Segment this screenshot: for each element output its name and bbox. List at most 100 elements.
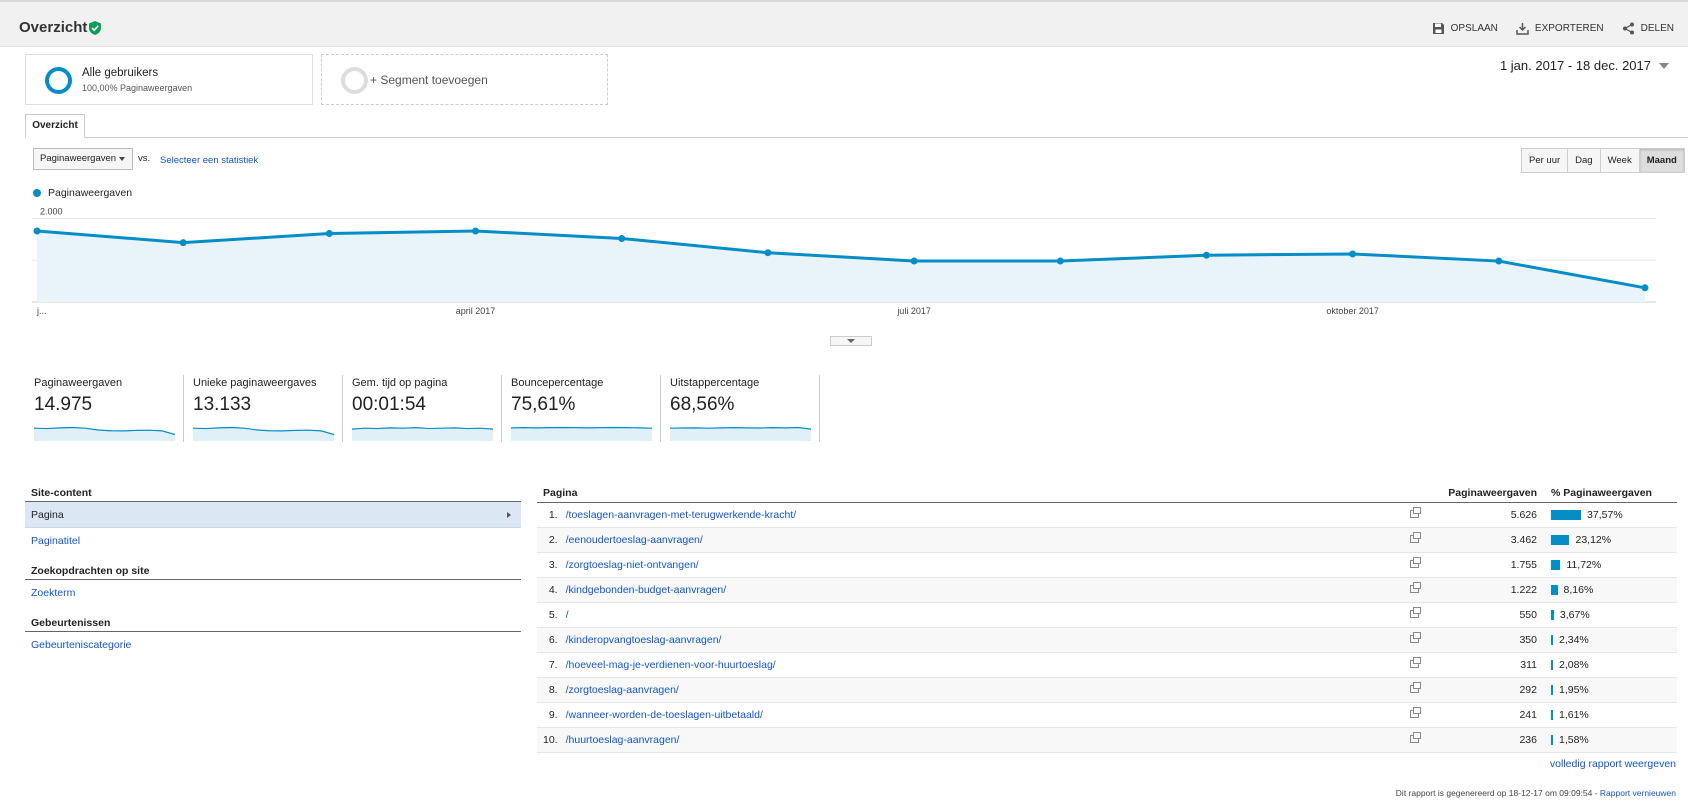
metric-card[interactable]: Gem. tijd op pagina 00:01:54 xyxy=(343,375,502,442)
table-body: 1./toeslagen-aanvragen-met-terugwerkende… xyxy=(537,502,1677,753)
row-rank: 3. xyxy=(537,552,560,578)
export-icon xyxy=(1516,23,1529,35)
nav-item-search-term[interactable]: Zoekterm xyxy=(31,587,76,599)
nav-item-page[interactable]: Pagina xyxy=(25,502,521,528)
row-pct: 2,08% xyxy=(1559,658,1589,671)
row-pct-cell: 8,16% xyxy=(1545,577,1677,603)
period-hour-button[interactable]: Per uur xyxy=(1529,155,1561,166)
tab-overview[interactable]: Overzicht xyxy=(25,114,85,138)
pct-bar xyxy=(1551,734,1553,745)
col-header-spacer xyxy=(1404,484,1425,503)
segment-all-users[interactable]: Alle gebruikers 100,00% Paginaweergaven xyxy=(25,54,313,105)
row-pct: 2,34% xyxy=(1559,633,1589,646)
row-page-link[interactable]: /zorgtoeslag-aanvragen/ xyxy=(559,677,1404,703)
site-search-heading: Zoekopdrachten op site xyxy=(25,562,521,580)
table-row: 8./zorgtoeslag-aanvragen/292 1,95% xyxy=(537,677,1677,703)
row-rank: 6. xyxy=(537,627,560,653)
vs-label: vs. xyxy=(138,153,151,164)
row-page-link[interactable]: /huurtoeslag-aanvragen/ xyxy=(559,727,1404,753)
sparkline-line xyxy=(670,426,811,430)
pct-bar xyxy=(1551,634,1553,645)
row-rank: 8. xyxy=(537,677,560,703)
row-pct: 37,57% xyxy=(1587,508,1623,521)
table-row: 4./kindgebonden-budget-aanvragen/1.222 8,… xyxy=(537,577,1677,603)
row-page-link[interactable]: /hoeveel-mag-je-verdienen-voor-huurtoesl… xyxy=(559,652,1404,678)
metric-card[interactable]: Paginaweergaven 14.975 xyxy=(25,375,184,442)
export-button[interactable]: EXPORTEREN xyxy=(1516,22,1604,35)
row-page-link[interactable]: / xyxy=(559,602,1404,628)
metric-label: Unieke paginaweergaves xyxy=(193,377,317,389)
select-metric-link[interactable]: Selecteer een statistiek xyxy=(160,155,259,166)
share-button[interactable]: DELEN xyxy=(1622,22,1674,35)
metric-dropdown[interactable]: Paginaweergaven xyxy=(33,148,133,170)
row-copy-button[interactable] xyxy=(1404,527,1425,553)
sparkline-line xyxy=(352,427,493,430)
series-line xyxy=(36,229,1646,290)
sparkline-line xyxy=(193,426,334,436)
row-copy-button[interactable] xyxy=(1404,727,1425,753)
sparkline-area xyxy=(352,427,493,441)
metric-card[interactable]: Unieke paginaweergaves 13.133 xyxy=(184,375,343,442)
row-copy-button[interactable] xyxy=(1404,577,1425,603)
row-copy-button[interactable] xyxy=(1404,602,1425,628)
row-views: 1.222 xyxy=(1425,577,1545,603)
row-copy-button[interactable] xyxy=(1404,652,1425,678)
metric-card[interactable]: Uitstappercentage 68,56% xyxy=(661,375,820,442)
row-pct-cell: 2,08% xyxy=(1545,652,1677,678)
metric-value: 13.133 xyxy=(193,394,252,415)
row-rank: 10. xyxy=(537,727,560,753)
copy-icon xyxy=(1410,681,1421,693)
full-report-link[interactable]: volledig rapport weergeven xyxy=(1549,758,1676,770)
row-pct-cell: 37,57% xyxy=(1545,502,1677,528)
metric-sparkline xyxy=(352,427,493,441)
data-point xyxy=(325,229,333,237)
row-copy-button[interactable] xyxy=(1404,552,1425,578)
row-pct-cell: 1,61% xyxy=(1545,702,1677,728)
period-toggle-group: Per uur Dag Week Maand xyxy=(1521,148,1685,173)
row-page-link[interactable]: /kinderopvangtoeslag-aanvragen/ xyxy=(559,627,1404,653)
period-day-button[interactable]: Dag xyxy=(1567,149,1599,172)
row-rank: 7. xyxy=(537,652,560,678)
row-page-link[interactable]: /toeslagen-aanvragen-met-terugwerkende-k… xyxy=(559,502,1404,528)
nav-item-page-title[interactable]: Paginatitel xyxy=(31,535,81,547)
area-fill xyxy=(37,230,1645,302)
period-week-button[interactable]: Week xyxy=(1599,149,1639,172)
top-bar: Overzicht OPSLAAN EXPORTEREN DELEN xyxy=(0,0,1688,47)
row-copy-button[interactable] xyxy=(1404,627,1425,653)
row-page-link[interactable]: /zorgtoeslag-niet-ontvangen/ xyxy=(559,552,1404,578)
date-range-picker[interactable]: 1 jan. 2017 - 18 dec. 2017 xyxy=(1500,58,1669,73)
table-row: 7./hoeveel-mag-je-verdienen-voor-huurtoe… xyxy=(537,652,1677,678)
row-copy-button[interactable] xyxy=(1404,502,1425,528)
pct-bar xyxy=(1551,534,1570,545)
add-segment-button[interactable]: + Segment toevoegen xyxy=(321,54,608,105)
row-copy-button[interactable] xyxy=(1404,702,1425,728)
segment-subtitle: 100,00% Paginaweergaven xyxy=(82,83,193,93)
metric-label: Paginaweergaven xyxy=(34,377,123,389)
chart-expand-toggle[interactable] xyxy=(830,336,872,346)
data-point xyxy=(1641,284,1649,292)
copy-icon xyxy=(1410,656,1421,668)
row-page-link[interactable]: /eenoudertoeslag-aanvragen/ xyxy=(559,527,1404,553)
segment-title: Alle gebruikers xyxy=(82,67,159,79)
metric-value: 00:01:54 xyxy=(352,394,426,415)
nav-item-label: Pagina xyxy=(31,509,64,521)
period-month-button[interactable]: Maand xyxy=(1638,149,1684,172)
pct-bar xyxy=(1551,709,1553,720)
export-label: EXPORTEREN xyxy=(1534,23,1604,34)
row-views: 3.462 xyxy=(1425,527,1545,553)
row-copy-button[interactable] xyxy=(1404,677,1425,703)
top-pages-table: Pagina Paginaweergaven % Paginaweergaven… xyxy=(537,484,1677,753)
metric-value: 75,61% xyxy=(511,394,576,415)
save-button[interactable]: OPSLAAN xyxy=(1432,22,1498,35)
row-page-link[interactable]: /kindgebonden-budget-aanvragen/ xyxy=(559,577,1404,603)
row-pct-cell: 3,67% xyxy=(1545,602,1677,628)
refresh-report-link[interactable]: Rapport vernieuwen xyxy=(1599,788,1676,798)
sparkline-line xyxy=(34,426,175,436)
metric-card[interactable]: Bouncepercentage 75,61% xyxy=(502,375,661,442)
nav-item-event-category[interactable]: Gebeurteniscategorie xyxy=(31,639,132,651)
metric-summary-row: Paginaweergaven 14.975 Unieke paginaweer… xyxy=(25,375,820,442)
data-point xyxy=(1495,257,1503,265)
metric-label: Uitstappercentage xyxy=(670,377,760,389)
row-page-link[interactable]: /wanneer-worden-de-toeslagen-uitbetaald/ xyxy=(559,702,1404,728)
